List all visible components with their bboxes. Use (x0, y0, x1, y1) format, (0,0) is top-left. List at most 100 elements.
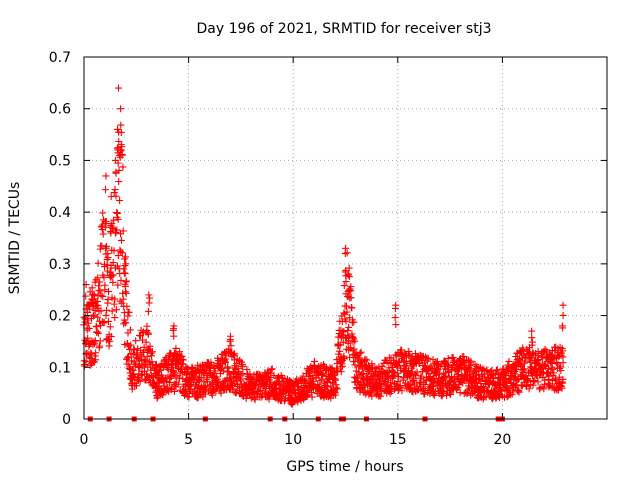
data-point (101, 186, 109, 194)
data-point (107, 229, 115, 237)
data-point (127, 341, 135, 349)
data-point (318, 375, 326, 383)
data-point (391, 314, 399, 322)
data-point (345, 287, 353, 295)
data-point (99, 292, 107, 300)
data-point (268, 365, 276, 373)
data-point (226, 336, 234, 344)
data-point (552, 359, 560, 367)
data-point (433, 358, 441, 366)
data-point (394, 359, 402, 367)
data-point (84, 316, 92, 324)
data-point (236, 377, 244, 385)
data-point (394, 377, 402, 385)
data-point (361, 355, 369, 363)
data-point (351, 337, 359, 345)
data-point (109, 259, 117, 267)
data-point (243, 365, 251, 373)
data-point (118, 249, 126, 257)
data-point (111, 295, 119, 303)
data-point (101, 281, 109, 289)
data-point (395, 373, 403, 381)
data-point (171, 387, 179, 395)
data-point (122, 289, 130, 297)
data-point (544, 365, 552, 373)
data-point (123, 354, 131, 362)
data-point (350, 318, 358, 326)
data-point (85, 324, 93, 332)
data-point (166, 379, 174, 387)
y-tick-label: 0.7 (49, 50, 71, 66)
data-point (117, 248, 125, 256)
data-point (441, 373, 449, 381)
y-tick-label: 0.3 (49, 257, 71, 273)
data-point (145, 291, 153, 299)
data-point (559, 375, 567, 383)
data-point (170, 332, 178, 340)
data-point (83, 301, 91, 309)
data-point (88, 284, 96, 292)
data-point (102, 242, 110, 250)
data-point (528, 327, 536, 335)
data-point (467, 357, 475, 365)
data-point (94, 274, 102, 282)
data-point (347, 294, 355, 302)
data-point (391, 304, 399, 312)
x-tick-label: 10 (284, 432, 302, 448)
data-point (113, 226, 121, 234)
data-point (134, 355, 142, 363)
data-point (170, 371, 178, 379)
data-point (222, 355, 230, 363)
y-tick-label: 0 (62, 412, 71, 428)
data-point (95, 286, 103, 294)
data-point (184, 393, 192, 401)
y-tick-label: 0.6 (49, 102, 71, 118)
data-points (80, 84, 567, 408)
data-point (345, 270, 353, 278)
data-point (311, 357, 319, 365)
data-point (149, 378, 157, 386)
data-point (123, 302, 131, 310)
data-point (382, 356, 390, 364)
data-point (356, 349, 364, 357)
data-point (245, 375, 253, 383)
data-point (96, 337, 104, 345)
data-point (533, 357, 541, 365)
data-point (333, 385, 341, 393)
data-point (341, 250, 349, 258)
data-point (92, 356, 100, 364)
data-point (117, 236, 125, 244)
data-point (106, 337, 114, 345)
data-point (111, 156, 119, 164)
data-point (337, 332, 345, 340)
data-point (396, 383, 404, 391)
data-point (342, 317, 350, 325)
data-point (407, 380, 415, 388)
data-point (340, 355, 348, 363)
data-point (375, 363, 383, 371)
data-point (510, 373, 518, 381)
data-point (148, 358, 156, 366)
data-point (107, 193, 115, 201)
data-point (519, 346, 527, 354)
data-point (239, 370, 247, 378)
data-point (308, 393, 316, 401)
data-point (221, 348, 229, 356)
data-point (109, 271, 117, 279)
data-point (121, 253, 129, 261)
data-point (142, 338, 150, 346)
data-point (104, 254, 112, 262)
data-point (114, 215, 122, 223)
data-point (94, 259, 102, 267)
data-point (112, 169, 120, 177)
data-point (342, 302, 350, 310)
data-point (192, 389, 200, 397)
data-point (559, 301, 567, 309)
data-point (99, 209, 107, 217)
data-point (350, 358, 358, 366)
data-point (401, 368, 409, 376)
data-point (524, 377, 532, 385)
data-point (176, 348, 184, 356)
data-point (88, 295, 96, 303)
